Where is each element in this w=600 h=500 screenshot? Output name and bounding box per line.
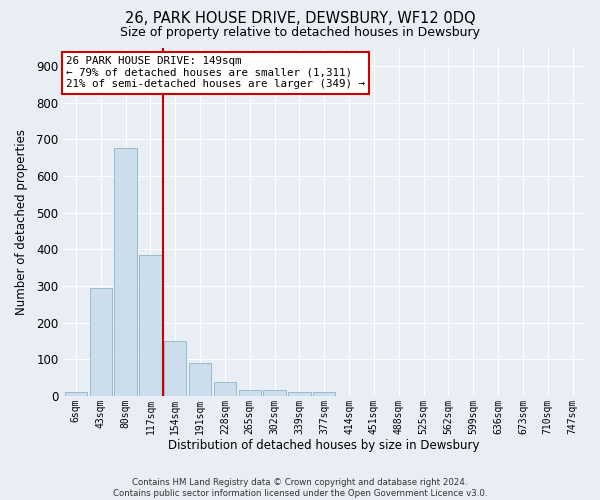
- Bar: [189, 363, 211, 396]
- Bar: [164, 341, 187, 396]
- Text: 26, PARK HOUSE DRIVE, DEWSBURY, WF12 0DQ: 26, PARK HOUSE DRIVE, DEWSBURY, WF12 0DQ: [125, 11, 475, 26]
- Bar: [288, 392, 311, 396]
- Bar: [214, 382, 236, 396]
- Bar: [65, 392, 87, 396]
- Bar: [313, 392, 335, 396]
- Bar: [239, 390, 261, 396]
- Bar: [139, 254, 161, 396]
- Y-axis label: Number of detached properties: Number of detached properties: [15, 128, 28, 314]
- Text: Contains HM Land Registry data © Crown copyright and database right 2024.
Contai: Contains HM Land Registry data © Crown c…: [113, 478, 487, 498]
- Bar: [89, 288, 112, 396]
- Text: Size of property relative to detached houses in Dewsbury: Size of property relative to detached ho…: [120, 26, 480, 39]
- Bar: [263, 390, 286, 396]
- Text: 26 PARK HOUSE DRIVE: 149sqm
← 79% of detached houses are smaller (1,311)
21% of : 26 PARK HOUSE DRIVE: 149sqm ← 79% of det…: [66, 56, 365, 90]
- X-axis label: Distribution of detached houses by size in Dewsbury: Distribution of detached houses by size …: [169, 440, 480, 452]
- Bar: [115, 148, 137, 396]
